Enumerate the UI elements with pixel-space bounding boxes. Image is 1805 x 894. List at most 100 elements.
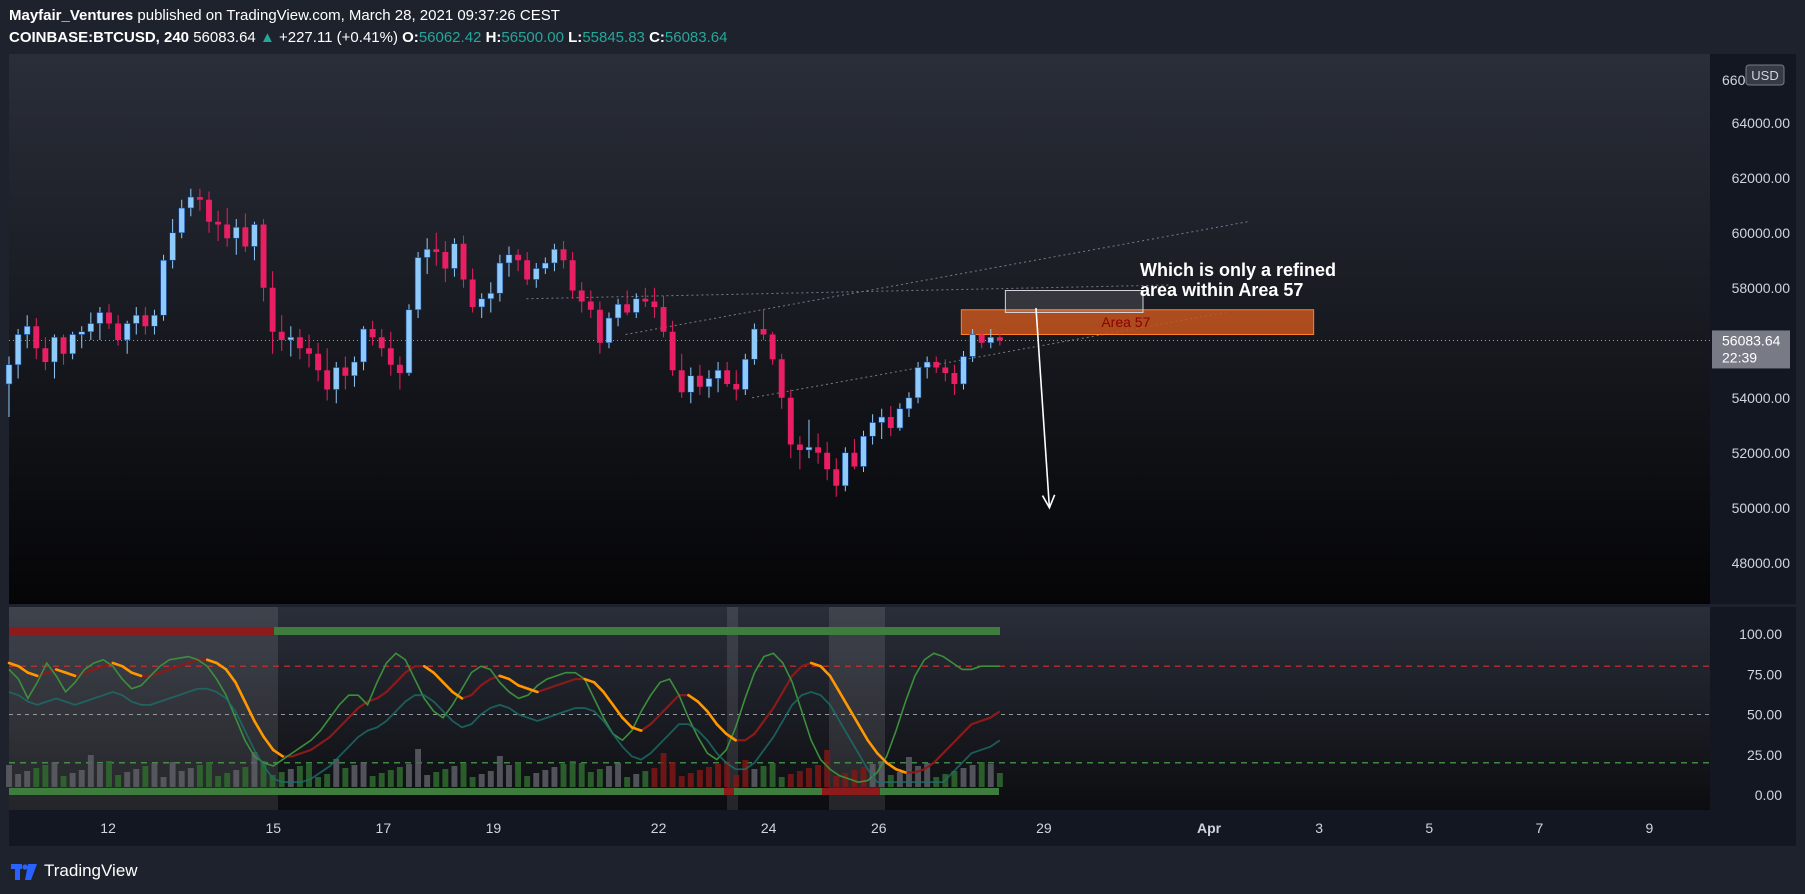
oscillator-decline-segment <box>54 668 67 674</box>
publish-details: published on TradingView.com, March 28, … <box>137 7 560 24</box>
time-tick-label: 22 <box>651 820 667 836</box>
time-tick-label: 5 <box>1425 820 1433 836</box>
oscillator-bar <box>306 763 312 787</box>
candle-body <box>524 260 531 280</box>
oscillator-tick-label: 75.00 <box>1747 666 1782 682</box>
oscillator-bar <box>406 764 412 787</box>
tradingview-logo-icon[interactable] <box>10 860 38 882</box>
oscillator-signal-line <box>8 687 1001 784</box>
price-axis <box>1710 54 1796 604</box>
candle-body <box>169 232 176 261</box>
candle-body <box>378 337 385 349</box>
time-tick-label: 29 <box>1036 820 1052 836</box>
oscillator-decline-segment <box>224 668 237 684</box>
oscillator-bar <box>842 773 849 787</box>
oscillator-bar <box>424 775 431 787</box>
oscillator-bar <box>433 772 440 787</box>
oscillator-bar <box>615 763 622 787</box>
candle-body <box>423 248 431 258</box>
oscillator-fast-line <box>8 652 1000 783</box>
bottom-bar-bear <box>822 788 880 795</box>
candle-body <box>178 207 185 234</box>
oscillator-tick-label: 50.00 <box>1747 707 1782 723</box>
candle-body <box>460 243 467 280</box>
oscillator-bar <box>187 768 194 787</box>
candle-body <box>815 447 822 453</box>
oscillator-bar <box>269 775 276 787</box>
candle-body <box>805 446 813 451</box>
candle-body <box>233 226 240 239</box>
oscillator-bar <box>360 762 367 787</box>
candle-body <box>969 334 976 357</box>
oscillator-bar <box>833 776 840 787</box>
oscillator-bar <box>587 772 594 787</box>
oscillator-bar <box>206 762 212 787</box>
candle-body <box>278 331 285 340</box>
candle-body <box>469 279 476 307</box>
candle-body <box>651 301 658 307</box>
oscillator-bar <box>533 773 540 787</box>
candle-body <box>396 364 403 373</box>
oscillator-bar <box>878 761 885 787</box>
last-price: 56083.64 <box>193 29 256 46</box>
oscillator-bar <box>469 777 476 787</box>
oscillator-bar <box>51 762 58 787</box>
oscillator-bar <box>851 770 858 787</box>
candle-body <box>796 444 803 450</box>
candle-body <box>60 337 67 354</box>
candle-body <box>669 331 676 371</box>
candle-body <box>251 224 258 247</box>
tradingview-brand[interactable]: TradingView <box>44 861 138 880</box>
annotation-arrowhead <box>1041 494 1056 510</box>
oscillator-bar <box>296 766 303 787</box>
oscillator-bar <box>569 761 576 787</box>
candle-body <box>14 334 22 366</box>
low-value: 55845.83 <box>582 29 645 46</box>
candle-body <box>496 262 504 294</box>
oscillator-bar <box>596 769 603 787</box>
oscillator-bar <box>478 774 485 787</box>
open-label: O: <box>402 29 419 46</box>
candle-body <box>542 262 549 269</box>
oscillator-bar <box>987 764 994 787</box>
oscillator-bar <box>696 770 703 787</box>
oscillator-bar <box>196 765 203 787</box>
candle-body <box>560 249 567 261</box>
oscillator-bar <box>487 771 494 787</box>
candle-body <box>115 323 122 340</box>
oscillator-bar <box>778 777 785 787</box>
annotation-text: area within Area 57 <box>1140 280 1303 300</box>
oscillator-bar <box>115 775 122 787</box>
oscillator-decline-segment <box>866 738 879 755</box>
oscillator-bar <box>333 759 340 787</box>
bottom-bar-bear-small <box>724 788 734 795</box>
oscillator-bar <box>251 752 258 787</box>
candle-body <box>614 303 622 319</box>
oscillator-decline-segment <box>724 732 737 742</box>
oscillator-bar <box>996 773 1003 787</box>
oscillator-bar <box>460 763 467 787</box>
oscillator-bar <box>178 771 185 787</box>
oscillator-decline-segment <box>602 690 615 707</box>
candle-body <box>324 370 331 390</box>
candle-body <box>578 290 585 302</box>
oscillator-decline-segment <box>706 709 719 726</box>
oscillator-decline-segment <box>120 664 133 674</box>
candle-body <box>532 268 540 280</box>
channel-line <box>625 221 1248 335</box>
oscillator-bar <box>351 765 358 787</box>
oscillator-decline-segment <box>894 767 907 774</box>
time-tick-label: 19 <box>486 820 502 836</box>
close-label: C: <box>649 29 665 46</box>
candle-body <box>742 358 749 390</box>
oscillator-tick-label: 25.00 <box>1747 747 1782 763</box>
oscillator-bar <box>742 760 749 787</box>
oscillator-bar <box>142 766 149 787</box>
candle-body <box>642 298 649 302</box>
time-tick-label: 17 <box>376 820 392 836</box>
candle-body <box>705 378 713 388</box>
oscillator-decline-segment <box>715 722 728 736</box>
price-tick-label: 48000.00 <box>1732 555 1791 571</box>
author-name[interactable]: Mayfair_Ventures <box>9 7 134 24</box>
